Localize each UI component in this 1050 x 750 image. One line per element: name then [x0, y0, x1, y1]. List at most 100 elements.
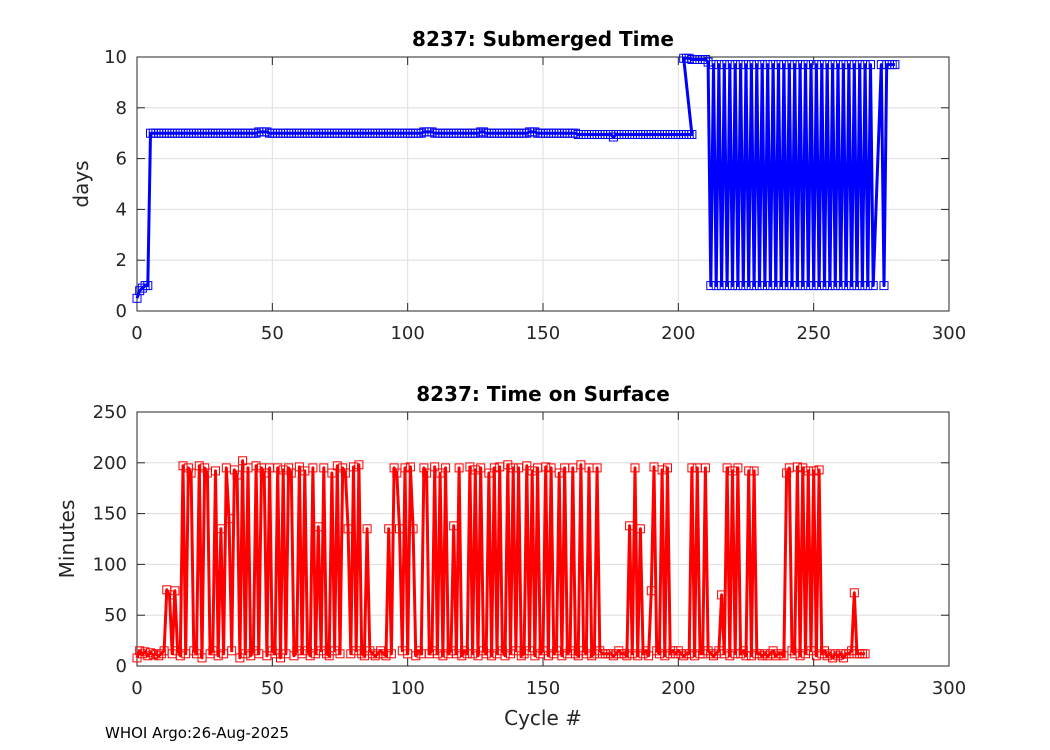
surface-data-point	[790, 649, 800, 659]
surface-data-point	[154, 651, 164, 661]
submerged-data-point	[787, 281, 797, 291]
surface-data-point	[389, 463, 399, 473]
surface-data-point	[462, 649, 472, 659]
surface-data-point	[798, 463, 808, 473]
surface-data-point	[614, 646, 624, 656]
submerged-series	[132, 53, 900, 303]
surface-data-point	[814, 465, 824, 475]
surface-data-point	[338, 463, 348, 473]
surface-x-tick-label: 100	[390, 678, 424, 699]
submerged-data-point	[741, 60, 751, 70]
surface-x-tick-label: 300	[932, 678, 966, 699]
surface-y-axis-label: Minutes	[55, 500, 79, 579]
surface-data-point	[565, 646, 575, 656]
submerged-data-point	[143, 281, 153, 291]
submerged-x-tick-label: 200	[661, 323, 695, 344]
surface-data-point	[508, 463, 518, 473]
surface-data-point	[803, 466, 813, 476]
submerged-data-point	[722, 281, 732, 291]
surface-data-point	[419, 463, 429, 473]
surface-data-point	[684, 649, 694, 659]
surface-x-ticks: 0 50 100 150 200 250 300	[131, 412, 966, 699]
submerged-y-ticks: 0 2 4 6 8 10	[104, 47, 949, 322]
surface-data-point	[806, 646, 816, 656]
submerged-data-point	[733, 281, 743, 291]
surface-data-point	[479, 646, 488, 656]
surface-data-point	[386, 649, 396, 659]
surface-data-point	[308, 463, 318, 473]
surface-data-point	[446, 646, 456, 656]
surface-data-point	[657, 465, 667, 475]
surface-data-point	[722, 463, 732, 473]
submerged-y-tick-label: 10	[104, 47, 127, 68]
surface-data-point	[178, 461, 188, 471]
surface-data-point	[738, 646, 748, 656]
submerged-data-point	[714, 60, 724, 70]
submerged-x-tick-label: 50	[261, 323, 284, 344]
submerged-data-point	[814, 281, 824, 291]
surface-data-point	[622, 651, 632, 661]
surface-data-point	[343, 524, 353, 534]
surface-data-point	[787, 646, 797, 656]
submerged-data-point	[717, 281, 727, 291]
surface-data-point	[227, 646, 237, 656]
submerged-data-point	[709, 60, 718, 70]
submerged-data-point	[760, 281, 770, 291]
submerged-data-point	[806, 60, 816, 70]
surface-data-point	[714, 646, 724, 656]
submerged-x-tick-label: 0	[131, 323, 142, 344]
submerged-data-point	[792, 281, 802, 291]
submerged-data-point	[833, 60, 843, 70]
surface-data-point	[641, 646, 651, 656]
submerged-data-point	[868, 281, 878, 291]
surface-data-point	[135, 646, 145, 656]
surface-data-point	[435, 468, 445, 478]
submerged-data-point	[700, 55, 710, 64]
surface-data-point	[546, 463, 556, 473]
surface-data-point	[592, 463, 602, 473]
surface-data-point	[709, 651, 718, 661]
surface-data-point	[476, 463, 486, 473]
surface-data-point	[625, 521, 635, 531]
surface-data-point	[470, 465, 480, 475]
surface-data-point	[687, 463, 697, 473]
surface-data-point	[438, 651, 448, 661]
submerged-data-point	[730, 60, 740, 70]
submerged-data-point	[755, 281, 764, 291]
submerged-data-point	[849, 60, 859, 70]
surface-data-point	[449, 521, 459, 531]
surface-data-point	[728, 466, 737, 476]
surface-data-point	[663, 463, 672, 473]
submerged-data-point	[752, 60, 762, 70]
submerged-data-point	[135, 286, 145, 296]
surface-data-point	[503, 460, 513, 470]
submerged-chart-title: 8237: Submerged Time	[412, 27, 674, 51]
surface-data-point	[646, 586, 656, 596]
surface-data-point	[186, 468, 196, 478]
surface-data-point	[700, 463, 710, 473]
submerged-data-point	[784, 60, 794, 70]
surface-data-point	[801, 649, 810, 659]
submerged-data-point	[687, 130, 697, 139]
submerged-data-point	[795, 60, 805, 70]
surface-data-point	[259, 468, 269, 478]
surface-data-point	[516, 651, 526, 661]
submerged-data-point	[809, 281, 819, 291]
submerged-data-point	[863, 281, 873, 291]
surface-data-point	[820, 646, 829, 656]
surface-y-tick-label: 0	[116, 656, 127, 677]
surface-data-point	[522, 461, 532, 471]
surface-x-tick-label: 200	[661, 678, 695, 699]
submerged-data-point	[782, 281, 792, 291]
surface-x-tick-label: 50	[261, 678, 284, 699]
surface-data-point	[189, 646, 199, 656]
surface-data-point	[340, 468, 350, 478]
submerged-data-point	[820, 281, 829, 291]
submerged-time-axes: 0 50 100 150 200 250 300 0 2 4 6 8 10 8237: Submerg…	[69, 27, 966, 344]
surface-data-point	[554, 468, 564, 478]
surface-data-point	[441, 463, 451, 473]
submerged-data-point	[137, 283, 147, 293]
surface-data-point	[327, 468, 337, 478]
surface-data-point	[414, 646, 423, 656]
surface-data-point	[736, 649, 746, 659]
